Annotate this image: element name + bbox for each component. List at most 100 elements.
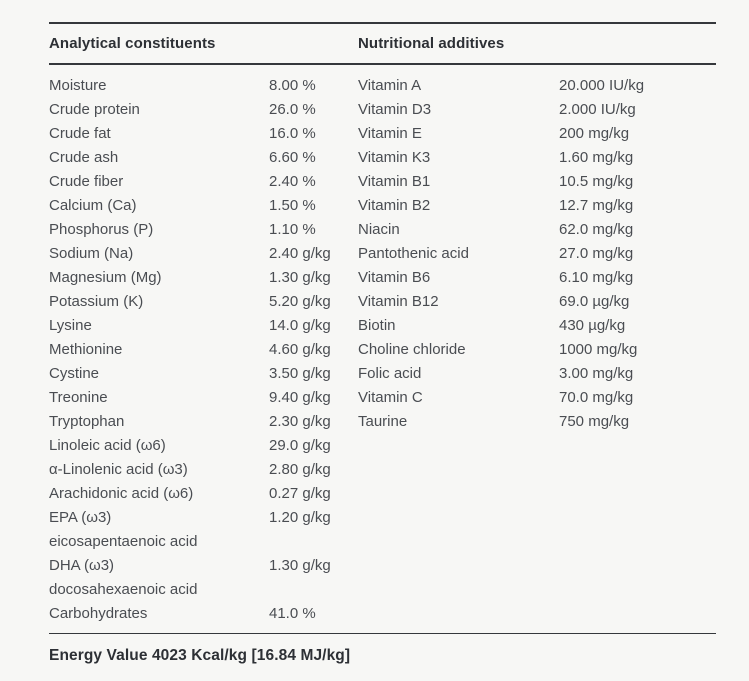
table-row: Vitamin B12 69.0 µg/kg — [358, 290, 716, 314]
table-body: Moisture 8.00 % Crude protein 26.0 % Cru… — [49, 65, 716, 626]
table-row: Biotin 430 µg/kg — [358, 314, 716, 338]
table-row: Arachidonic acid (ω6) 0.27 g/kg — [49, 482, 358, 506]
table-row: Pantothenic acid 27.0 mg/kg — [358, 242, 716, 266]
row-value: 750 mg/kg — [559, 413, 630, 430]
table-row: DHA (ω3) 1.30 g/kg — [49, 554, 358, 578]
row-value: 5.20 g/kg — [269, 293, 331, 310]
header-divider — [49, 63, 716, 65]
table-row: Crude protein 26.0 % — [49, 98, 358, 122]
row-label: Vitamin B12 — [358, 293, 439, 310]
nutrition-table: Analytical constituents Nutritional addi… — [49, 22, 716, 665]
row-value: 12.7 mg/kg — [559, 197, 634, 214]
row-value: 1.30 g/kg — [269, 557, 331, 574]
row-value: 62.0 mg/kg — [559, 221, 634, 238]
table-row: docosahexaenoic acid — [49, 578, 358, 602]
row-value: 0.27 g/kg — [269, 485, 331, 502]
table-row: Vitamin C 70.0 mg/kg — [358, 386, 716, 410]
table-row: Carbohydrates 41.0 % — [49, 602, 358, 626]
row-label: Biotin — [358, 317, 396, 334]
row-value: 6.60 % — [269, 149, 316, 166]
table-row: Vitamin B2 12.7 mg/kg — [358, 194, 716, 218]
table-row: Crude ash 6.60 % — [49, 146, 358, 170]
table-row: Cystine 3.50 g/kg — [49, 362, 358, 386]
row-label: Crude fat — [49, 125, 111, 142]
table-row: Lysine 14.0 g/kg — [49, 314, 358, 338]
row-label: Arachidonic acid (ω6) — [49, 485, 194, 502]
row-value: 8.00 % — [269, 77, 316, 94]
row-label: Vitamin B2 — [358, 197, 431, 214]
row-label: Linoleic acid (ω6) — [49, 437, 166, 454]
table-row: EPA (ω3) 1.20 g/kg — [49, 506, 358, 530]
row-value: 27.0 mg/kg — [559, 245, 634, 262]
table-row: Tryptophan 2.30 g/kg — [49, 410, 358, 434]
table-row: Calcium (Ca) 1.50 % — [49, 194, 358, 218]
row-value: 2.40 g/kg — [269, 245, 331, 262]
row-label: Vitamin B1 — [358, 173, 431, 190]
row-label: Crude ash — [49, 149, 119, 166]
row-value: 16.0 % — [269, 125, 316, 142]
table-row: α-Linolenic acid (ω3) 2.80 g/kg — [49, 458, 358, 482]
row-label: Vitamin B6 — [358, 269, 431, 286]
row-label: eicosapentaenoic acid — [49, 533, 198, 550]
table-row: Vitamin E 200 mg/kg — [358, 122, 716, 146]
row-label: Moisture — [49, 77, 107, 94]
row-label: Cystine — [49, 365, 100, 382]
row-label: Magnesium (Mg) — [49, 269, 162, 286]
energy-value: Energy Value 4023 Kcal/kg [16.84 MJ/kg] — [49, 647, 351, 664]
row-value: 4.60 g/kg — [269, 341, 331, 358]
top-divider — [49, 22, 716, 24]
row-label: EPA (ω3) — [49, 509, 112, 526]
row-label: Folic acid — [358, 365, 422, 382]
row-label: Tryptophan — [49, 413, 125, 430]
row-label: docosahexaenoic acid — [49, 581, 198, 598]
row-value: 1000 mg/kg — [559, 341, 638, 358]
row-value: 1.10 % — [269, 221, 316, 238]
row-label: Calcium (Ca) — [49, 197, 137, 214]
row-value: 2.40 % — [269, 173, 316, 190]
table-row: Vitamin B1 10.5 mg/kg — [358, 170, 716, 194]
table-header-row: Analytical constituents Nutritional addi… — [49, 24, 716, 63]
table-row: Niacin 62.0 mg/kg — [358, 218, 716, 242]
row-value: 69.0 µg/kg — [559, 293, 630, 310]
table-row: Sodium (Na) 2.40 g/kg — [49, 242, 358, 266]
table-row: Vitamin B6 6.10 mg/kg — [358, 266, 716, 290]
table-row: Potassium (K) 5.20 g/kg — [49, 290, 358, 314]
row-label: Pantothenic acid — [358, 245, 469, 262]
table-row: Moisture 8.00 % — [49, 74, 358, 98]
row-value: 6.10 mg/kg — [559, 269, 634, 286]
table-row: Folic acid 3.00 mg/kg — [358, 362, 716, 386]
row-value: 3.00 mg/kg — [559, 365, 634, 382]
table-row: Vitamin D3 2.000 IU/kg — [358, 98, 716, 122]
row-label: Crude fiber — [49, 173, 124, 190]
row-value: 1.20 g/kg — [269, 509, 331, 526]
row-label: Potassium (K) — [49, 293, 144, 310]
nutritional-additives-table: Vitamin A 20.000 IU/kg Vitamin D3 2.000 … — [358, 74, 716, 434]
row-value: 41.0 % — [269, 605, 316, 622]
row-value: 200 mg/kg — [559, 125, 630, 142]
row-value: 2.30 g/kg — [269, 413, 331, 430]
footer-divider — [49, 632, 716, 634]
row-label: Taurine — [358, 413, 408, 430]
row-value: 70.0 mg/kg — [559, 389, 634, 406]
table-row: eicosapentaenoic acid — [49, 530, 358, 554]
row-label: Niacin — [358, 221, 400, 238]
row-label: Treonine — [49, 389, 108, 406]
row-value: 26.0 % — [269, 101, 316, 118]
table-row: Taurine 750 mg/kg — [358, 410, 716, 434]
table-row: Methionine 4.60 g/kg — [49, 338, 358, 362]
row-value: 2.80 g/kg — [269, 461, 331, 478]
row-label: Choline chloride — [358, 341, 466, 358]
row-label: α-Linolenic acid (ω3) — [49, 461, 188, 478]
table-row: Choline chloride 1000 mg/kg — [358, 338, 716, 362]
analytical-constituents-table: Moisture 8.00 % Crude protein 26.0 % Cru… — [49, 74, 358, 626]
row-value: 10.5 mg/kg — [559, 173, 634, 190]
row-value: 14.0 g/kg — [269, 317, 331, 334]
row-value: 1.30 g/kg — [269, 269, 331, 286]
table-row: Crude fat 16.0 % — [49, 122, 358, 146]
table-row: Vitamin A 20.000 IU/kg — [358, 74, 716, 98]
row-value: 29.0 g/kg — [269, 437, 331, 454]
row-label: DHA (ω3) — [49, 557, 115, 574]
table-row: Crude fiber 2.40 % — [49, 170, 358, 194]
table-row: Linoleic acid (ω6) 29.0 g/kg — [49, 434, 358, 458]
